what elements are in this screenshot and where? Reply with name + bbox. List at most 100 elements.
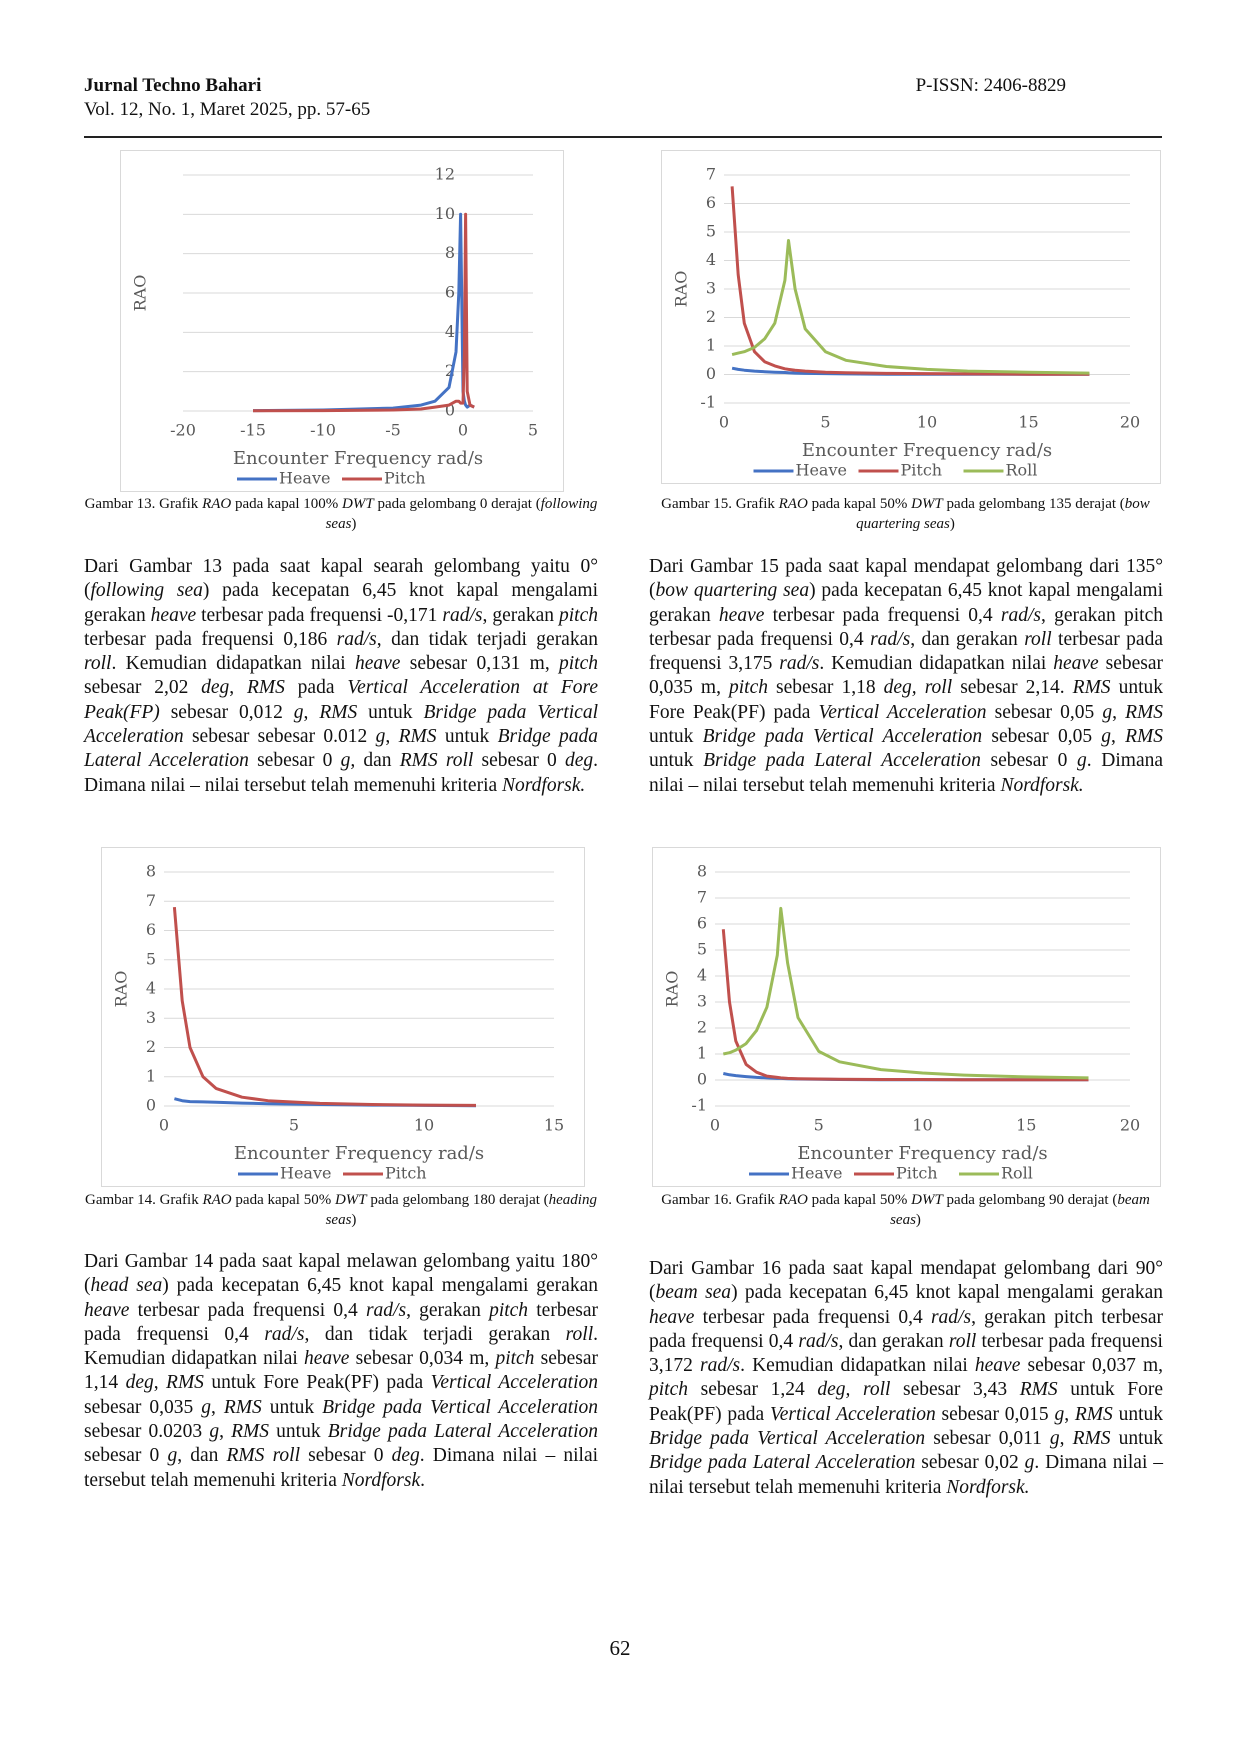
italic-text: following seas	[325, 496, 598, 532]
italic-text: RMS roll	[226, 1445, 301, 1467]
x-tick-label: 5	[820, 413, 830, 432]
italic-text: pitch	[729, 677, 768, 699]
italic-text: rad/s	[930, 1306, 972, 1328]
text-run: pada gelombang 90 derajat (	[942, 1192, 1118, 1208]
italic-text: rad/s	[779, 653, 820, 675]
header-rule	[84, 136, 1162, 138]
italic-text: RAO	[778, 1192, 808, 1208]
italic-text: pitch	[495, 1348, 535, 1370]
text-run: Gambar 15. Grafik	[661, 496, 779, 512]
text-run: ,	[1064, 1403, 1075, 1425]
legend-label: Heave	[280, 1164, 331, 1183]
y-tick-label: 6	[445, 283, 455, 302]
y-tick-label: 5	[146, 949, 156, 968]
italic-text: pitch	[649, 1379, 688, 1401]
italic-text: DWT	[911, 496, 943, 512]
text-run: sebesar 0,035	[84, 1396, 202, 1418]
text-run: untuk Fore Peak(PF) pada	[649, 677, 1164, 723]
text-run: terbesar pada frequensi 3,172	[649, 1330, 1163, 1377]
y-tick-label: 3	[146, 1008, 156, 1027]
text-run: )	[351, 516, 357, 532]
text-run: untuk Fore Peak(PF) pada	[649, 1379, 1164, 1425]
text-run: ) pada kecepatan 6,45 knot kapal mengala…	[731, 1282, 1163, 1304]
text-run: terbesar pada frequensi 0,186	[84, 628, 337, 650]
text-run: untuk	[269, 1421, 328, 1443]
text-run: sebesar 3,43	[890, 1379, 1020, 1401]
italic-text: RMS	[1072, 1428, 1111, 1450]
italic-text: RAO	[202, 1192, 232, 1208]
y-tick-label: 0	[697, 1070, 707, 1089]
italic-text: rad/s	[700, 1355, 741, 1377]
x-axis-title: Encounter Frequency rad/s	[234, 1143, 484, 1164]
italic-text: heave	[649, 1306, 695, 1328]
y-tick-label: 5	[706, 222, 716, 241]
text-run: )	[949, 516, 955, 532]
italic-text: deg, roll	[883, 677, 953, 699]
text-run: sebesar sebesar 0.012	[183, 726, 376, 748]
text-run: ) pada kecepatan 6,45 knot kapal mengala…	[162, 1275, 598, 1297]
text-run: ,	[153, 1372, 167, 1394]
chart: 0 1 2 3 4 5 6 7 8 0 5 10 15 RAO Encounter Frequency ra…	[101, 847, 585, 1187]
italic-text: DWT	[342, 496, 374, 512]
text-run: pada kapal 100%	[231, 496, 343, 512]
text-run: pada	[284, 677, 348, 699]
series-line	[172, 906, 477, 1107]
text-run: Gambar 13. Grafik	[84, 496, 203, 512]
italic-text: g	[293, 701, 304, 723]
text-run: ,	[1059, 1428, 1073, 1450]
text-run: sebesar 0,012	[159, 701, 294, 723]
italic-text: rad/s	[365, 1299, 407, 1321]
series-line	[721, 929, 1089, 1082]
y-tick-label: 2	[706, 307, 716, 326]
text-run: . Kemudian didapatkan nilai	[84, 1323, 598, 1370]
text-run: terbesar pada frequensi 3,175	[649, 628, 1163, 675]
text-run: . Kemudian didapatkan nilai	[819, 653, 1054, 675]
page-number: 62	[609, 1636, 631, 1660]
italic-text: Nordforsk.	[502, 774, 586, 796]
text-run: sebesar 2,02	[84, 677, 202, 699]
italic-text: g	[375, 726, 386, 748]
text-run: pada kapal 50%	[231, 1192, 335, 1208]
italic-text: Bridge pada Vertical Acceleration	[322, 1396, 599, 1418]
paragraph: Dari Gambar 15 pada saat kapal mendapat …	[649, 555, 1163, 798]
italic-text: Nordforsk	[341, 1469, 421, 1491]
text-run: . Dimana nilai – nilai tersebut telah me…	[649, 1452, 1164, 1498]
y-tick-label: 4	[445, 322, 455, 341]
italic-text: RMS	[319, 701, 358, 723]
x-tick-label: -15	[240, 421, 266, 440]
italic-text: RMS	[398, 726, 437, 748]
text-run: . Dimana nilai – nilai tersebut telah me…	[84, 1445, 599, 1491]
text-run: , gerakan pitch terbesar pada frequensi …	[649, 1306, 1163, 1352]
issn: P-ISSN: 2406-8829	[915, 75, 1066, 96]
text-run: sebesar 1,18	[768, 677, 884, 699]
x-tick-label: 0	[159, 1116, 169, 1135]
italic-text: g	[1054, 1403, 1065, 1425]
italic-text: g	[1049, 1428, 1060, 1450]
text-run: ,	[303, 701, 320, 723]
text-run: )	[915, 1212, 921, 1228]
italic-text: RMS roll	[399, 750, 474, 772]
legend-label: Heave	[791, 1164, 842, 1183]
italic-text: deg	[201, 677, 230, 699]
text-run: . Kemudian didapatkan nilai	[111, 653, 355, 675]
italic-text: heave	[84, 1299, 130, 1321]
y-tick-label: 6	[697, 914, 707, 933]
text-run: sebesar 0,131 m,	[400, 653, 559, 675]
italic-text: Bridge pada Lateral Acceleration	[649, 1452, 916, 1474]
series-line	[731, 239, 1090, 375]
x-axis-title: Encounter Frequency rad/s	[233, 448, 483, 469]
x-tick-label: 5	[814, 1116, 824, 1135]
y-axis-title: RAO	[112, 971, 131, 1008]
y-tick-label: 2	[697, 1018, 707, 1037]
italic-text: RMS	[1125, 701, 1163, 723]
italic-text: pitch	[558, 604, 598, 626]
figure-caption: Gambar 15. Grafik RAO pada kapal 50% DWT…	[649, 494, 1162, 534]
text-run: Dari Gambar 16 pada saat kapal mendapat …	[649, 1258, 1163, 1304]
series-line	[730, 186, 1090, 376]
text-run: , dan	[177, 1445, 227, 1467]
x-axis-title: Encounter Frequency rad/s	[802, 440, 1052, 461]
legend-label: Pitch	[901, 461, 943, 480]
